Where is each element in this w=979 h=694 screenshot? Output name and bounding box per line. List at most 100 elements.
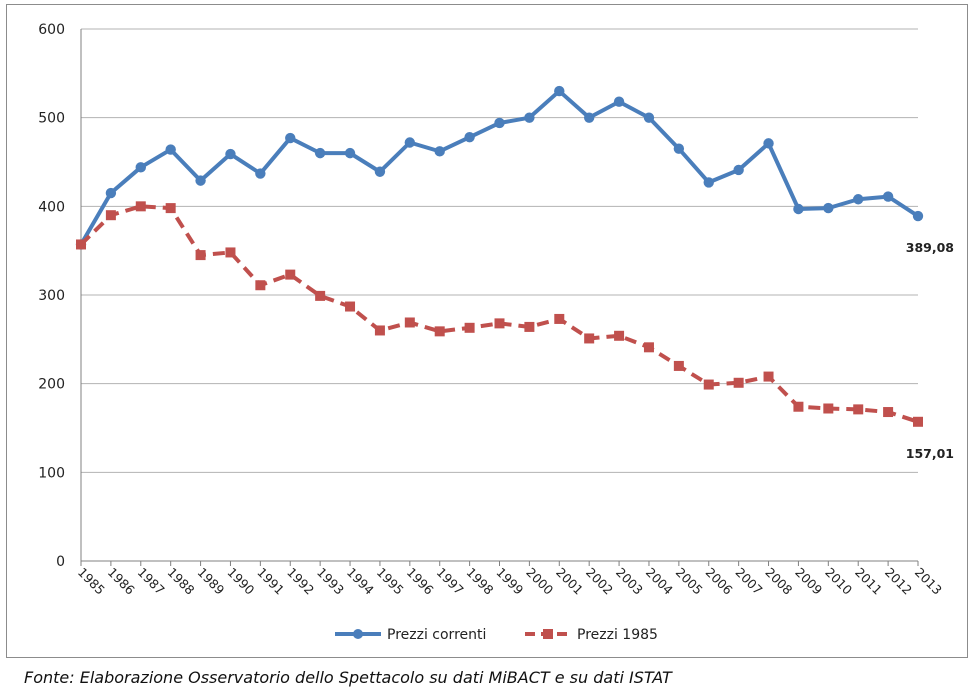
x-tick-label: 1993 [314, 565, 347, 598]
y-tick-label: 300 [38, 288, 65, 304]
data-point [673, 143, 685, 154]
x-tick-label: 1997 [434, 565, 467, 598]
x-tick-label: 1991 [254, 565, 287, 598]
x-tick-label: 1990 [224, 565, 257, 598]
series-line [79, 204, 919, 424]
y-tick-label: 0 [56, 554, 65, 570]
data-point [105, 210, 116, 221]
data-point [793, 203, 804, 215]
y-tick-label: 100 [38, 465, 65, 481]
x-tick-label: 2010 [822, 565, 855, 598]
x-tick-label: 1994 [344, 565, 377, 598]
y-tick-label: 400 [38, 199, 65, 215]
data-point [315, 290, 326, 301]
series-1: 389,08 [75, 85, 954, 255]
data-point [374, 166, 386, 177]
data-point [882, 191, 894, 202]
data-point [763, 371, 774, 382]
legend-item: Prezzi correnti [335, 627, 486, 643]
x-tick-label: 2000 [523, 565, 556, 598]
x-tick-label: 1995 [374, 565, 407, 598]
data-point [793, 401, 804, 412]
data-point [733, 164, 744, 176]
data-point [195, 250, 206, 261]
data-point [225, 247, 236, 258]
data-point [583, 112, 595, 123]
x-tick-label: 2002 [583, 565, 616, 598]
series-line [79, 89, 920, 246]
legend-marker [543, 629, 553, 639]
data-point [165, 144, 176, 155]
data-point [165, 203, 176, 214]
data-point [345, 301, 356, 312]
x-tick-label: 1989 [194, 565, 227, 598]
x-tick-label: 1988 [165, 565, 198, 598]
data-point [673, 360, 684, 371]
legend: Prezzi correnti Prezzi 1985 [335, 627, 658, 643]
x-axis-ticks: 1985198619871988198919901991199219931994… [75, 561, 945, 598]
data-point [225, 148, 236, 160]
data-point [853, 194, 864, 205]
data-point [913, 416, 923, 427]
gridlines [81, 28, 918, 473]
data-point [823, 403, 834, 414]
data-point [853, 404, 864, 415]
data-point [584, 333, 595, 344]
chart-frame: 0 100 200 300 400 500 600 1985 1986 1987 1988 1989 1… [6, 4, 968, 658]
x-tick-label: 2006 [703, 565, 736, 598]
y-tick-label: 200 [38, 377, 65, 393]
x-tick-label: 1999 [493, 565, 526, 598]
data-point [404, 317, 415, 328]
data-point [434, 146, 445, 157]
data-point [643, 342, 654, 353]
x-tick-label: 2012 [882, 565, 915, 598]
data-point [76, 239, 86, 250]
data-point [434, 326, 445, 337]
data-point [703, 177, 714, 188]
data-point [255, 280, 266, 291]
data-point [285, 132, 296, 144]
x-tick-label: 1998 [463, 565, 496, 598]
data-point [105, 187, 117, 199]
data-point [524, 112, 535, 123]
data-point [554, 313, 565, 324]
x-tick-label: 1986 [105, 565, 138, 598]
data-point [912, 210, 924, 222]
data-point [883, 407, 894, 418]
data-point [823, 202, 834, 214]
data-point [703, 379, 714, 390]
data-point [314, 147, 326, 159]
x-tick-label: 2013 [912, 565, 945, 598]
x-tick-label: 1996 [404, 565, 437, 598]
end-value-label: 157,01 [906, 446, 954, 461]
legend-marker [353, 629, 363, 639]
x-tick-label: 2009 [792, 565, 825, 598]
x-tick-label: 1985 [75, 565, 108, 598]
data-point [613, 96, 625, 107]
y-axis-ticks: 0 100 200 300 400 500 600 [38, 22, 65, 570]
data-point [344, 147, 356, 159]
data-point [135, 201, 146, 212]
data-point [524, 321, 535, 332]
data-point [494, 318, 505, 329]
end-value-label: 389,08 [906, 240, 954, 255]
data-point [554, 85, 565, 97]
data-point [195, 175, 206, 186]
legend-label: Prezzi correnti [387, 627, 486, 643]
data-point [285, 269, 296, 280]
legend-item: Prezzi 1985 [525, 627, 658, 643]
data-point [763, 138, 774, 149]
y-tick-label: 500 [38, 111, 65, 127]
data-point [614, 330, 625, 341]
data-point [404, 137, 416, 148]
x-tick-label: 2001 [553, 565, 586, 598]
data-point [643, 112, 655, 123]
data-point [135, 162, 146, 173]
data-point [464, 322, 475, 333]
x-tick-label: 2004 [643, 565, 676, 598]
source-note: Fonte: Elaborazione Osservatorio dello S… [24, 668, 672, 687]
x-tick-label: 2011 [852, 565, 885, 598]
x-tick-label: 2005 [673, 565, 706, 598]
x-tick-label: 2003 [613, 565, 646, 598]
series-2: 157,01 [76, 201, 954, 461]
